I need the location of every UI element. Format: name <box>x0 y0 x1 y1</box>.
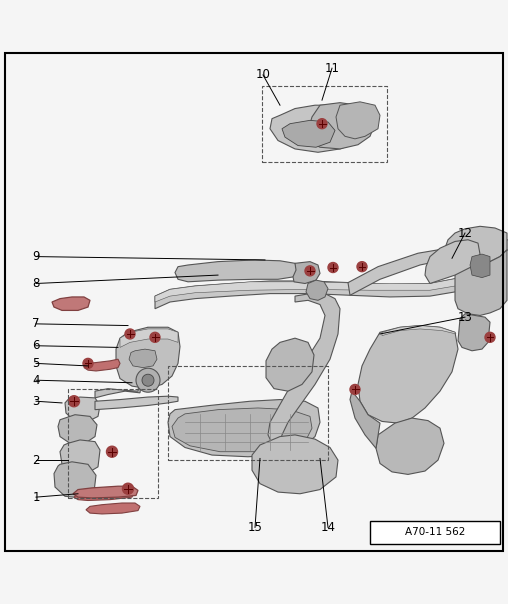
Circle shape <box>125 329 135 339</box>
Polygon shape <box>376 418 444 474</box>
Text: 10: 10 <box>256 68 270 82</box>
Text: 9: 9 <box>32 250 40 263</box>
Polygon shape <box>60 440 100 473</box>
Circle shape <box>317 119 327 129</box>
Polygon shape <box>52 297 90 310</box>
Text: 14: 14 <box>321 521 335 534</box>
Polygon shape <box>306 280 328 300</box>
Polygon shape <box>73 486 138 498</box>
Polygon shape <box>74 489 134 501</box>
Bar <box>168 366 328 460</box>
Polygon shape <box>458 313 490 351</box>
Polygon shape <box>282 120 335 147</box>
Polygon shape <box>58 415 97 443</box>
Circle shape <box>69 396 79 406</box>
Text: 5: 5 <box>33 357 40 370</box>
Polygon shape <box>168 400 320 457</box>
Polygon shape <box>293 262 320 283</box>
Text: A70-11 562: A70-11 562 <box>405 527 465 538</box>
Polygon shape <box>84 359 120 371</box>
Polygon shape <box>86 503 140 514</box>
Polygon shape <box>470 254 490 278</box>
Polygon shape <box>95 396 178 410</box>
Polygon shape <box>54 462 96 498</box>
Polygon shape <box>266 338 314 391</box>
Bar <box>370 521 500 544</box>
Circle shape <box>357 262 367 272</box>
Polygon shape <box>455 250 507 315</box>
Polygon shape <box>116 327 180 388</box>
Bar <box>68 388 158 498</box>
Text: 13: 13 <box>458 310 472 324</box>
Text: 2: 2 <box>32 454 40 467</box>
Polygon shape <box>445 226 507 267</box>
Circle shape <box>142 374 154 386</box>
Circle shape <box>83 358 93 368</box>
Polygon shape <box>308 103 375 149</box>
Polygon shape <box>348 240 508 295</box>
Circle shape <box>107 446 117 457</box>
Polygon shape <box>155 271 490 302</box>
Circle shape <box>328 263 338 272</box>
Bar <box>262 86 387 161</box>
Text: 4: 4 <box>32 374 40 387</box>
Circle shape <box>150 332 160 342</box>
Polygon shape <box>120 329 178 347</box>
Text: 15: 15 <box>247 521 263 534</box>
Polygon shape <box>95 327 148 398</box>
Polygon shape <box>268 294 340 443</box>
Polygon shape <box>336 102 380 139</box>
Polygon shape <box>358 326 458 423</box>
Polygon shape <box>65 397 100 422</box>
Circle shape <box>485 332 495 342</box>
Text: 11: 11 <box>325 62 339 75</box>
Circle shape <box>122 483 134 494</box>
Text: 1: 1 <box>32 490 40 504</box>
Text: 7: 7 <box>32 317 40 330</box>
Text: 12: 12 <box>458 226 472 240</box>
Text: 8: 8 <box>33 277 40 290</box>
Polygon shape <box>172 408 312 452</box>
Polygon shape <box>129 349 157 368</box>
Polygon shape <box>155 267 500 309</box>
Polygon shape <box>175 260 298 282</box>
Polygon shape <box>270 105 368 152</box>
Polygon shape <box>425 240 480 283</box>
Circle shape <box>136 368 160 392</box>
Circle shape <box>350 385 360 394</box>
Circle shape <box>305 266 315 276</box>
Text: 3: 3 <box>33 395 40 408</box>
Polygon shape <box>382 326 456 336</box>
Text: 6: 6 <box>32 339 40 352</box>
Polygon shape <box>252 435 338 493</box>
Polygon shape <box>350 391 380 448</box>
